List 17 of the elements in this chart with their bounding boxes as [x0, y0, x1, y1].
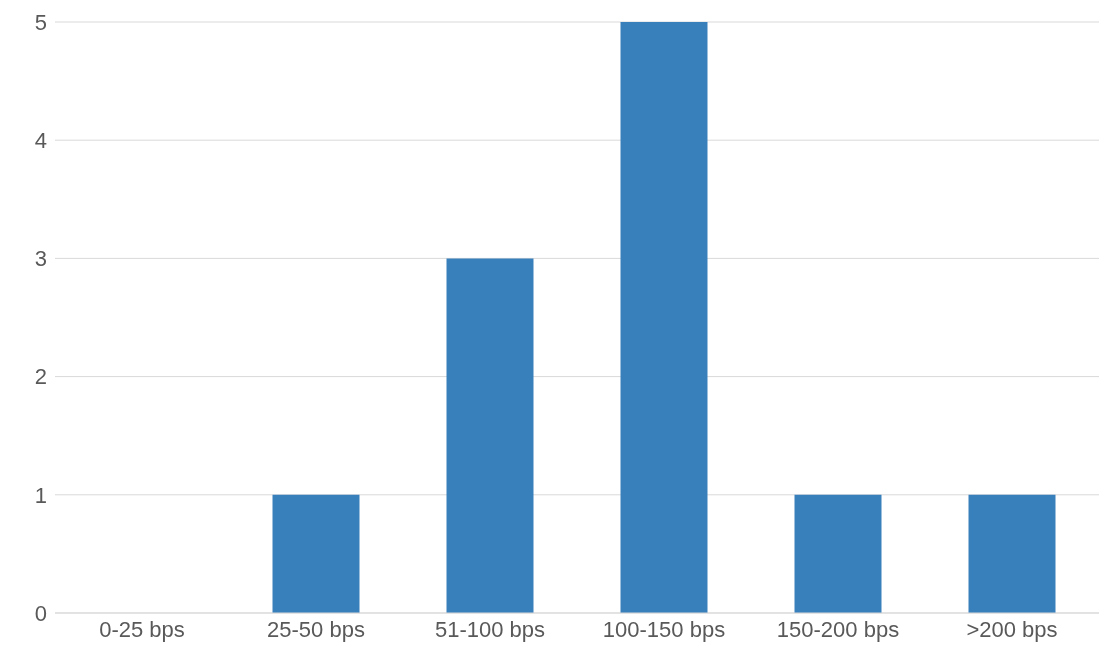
bar	[272, 494, 360, 613]
bar	[968, 494, 1056, 613]
x-tick-label: 51-100 bps	[434, 616, 546, 642]
x-tick-label: >200 bps	[966, 616, 1058, 642]
y-tick-label: 1	[34, 482, 47, 508]
bar	[446, 258, 534, 613]
x-tick-label: 100-150 bps	[602, 616, 726, 642]
y-tick-label: 5	[34, 9, 47, 35]
x-tick-label: 150-200 bps	[776, 616, 900, 642]
y-tick-label: 3	[34, 246, 47, 272]
bar	[620, 22, 708, 613]
y-tick-label: 4	[34, 128, 47, 154]
y-tick-label: 0	[34, 600, 47, 626]
x-tick-label: 25-50 bps	[267, 616, 365, 642]
bar	[794, 494, 882, 613]
x-tick-label: 0-25 bps	[99, 616, 185, 642]
y-tick-label: 2	[34, 364, 47, 390]
